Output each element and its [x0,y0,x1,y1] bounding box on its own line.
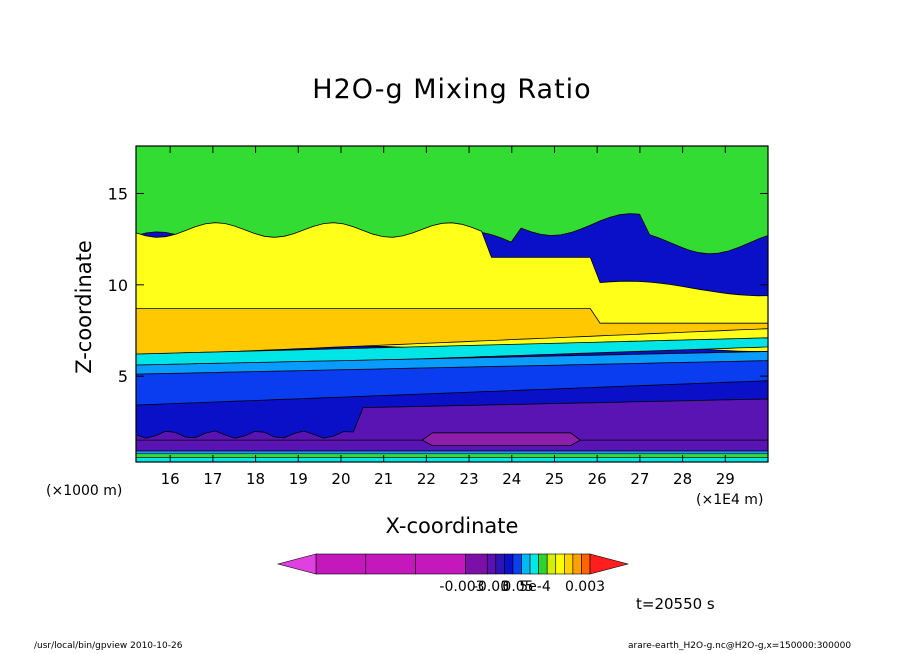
y-axis-label: Z-coordinate [72,240,96,374]
time-label: t=20550 s [636,595,715,613]
y-tick-label: 5 [118,367,128,386]
x-tick-label: 18 [246,470,265,488]
colorbar-swatch [546,553,557,575]
x-tick-label: 20 [331,470,350,488]
colorbar-swatch [486,553,497,575]
colorbar-swatch [555,553,565,575]
x-tick-label: 16 [161,470,180,488]
colorbar-swatch [529,553,539,575]
chart-title: H2O-g Mixing Ratio [312,74,592,105]
colorbar-label: 0.003 [565,579,605,595]
colorbar-label: 0.05 [502,579,533,595]
colorbar-label: -0.00 [473,579,509,595]
colorbar-label: 5e-4 [519,579,551,595]
plot-frame [135,145,769,463]
x-axis-label: X-coordinate [385,514,519,538]
x-tick-label: 24 [502,470,521,488]
colorbar-swatch [564,553,574,575]
footer-program-info: /usr/local/bin/gpview 2010-10-26 [34,641,183,651]
colorbar-over-arrow [589,553,630,575]
colorbar-swatch [521,553,531,575]
x-tick-label: 28 [673,470,692,488]
colorbar-swatch [504,553,514,575]
colorbar-under-arrow [276,553,317,575]
colorbar-swatch [538,553,548,575]
colorbar-swatch [495,553,505,575]
x-tick-label: 19 [289,470,308,488]
colorbar-label: -0.003 [439,579,484,595]
contour-band-purple [136,432,768,446]
colorbar-swatch [581,553,591,575]
surface-band-1 [135,453,769,458]
colorbar-swatch [415,553,466,575]
x-unit-note: (×1E4 m) [696,492,764,508]
colorbar-swatch [572,553,582,575]
x-tick-label: 27 [630,470,649,488]
x-tick-label: 23 [460,470,479,488]
footer-file-info: arare-earth_H2O-g.nc@H2O-g,x=150000:3000… [628,641,852,651]
colorbar-swatch [365,553,416,575]
x-tick-label: 17 [203,470,222,488]
colorbar-swatch [512,553,522,575]
y-unit-note: (×1000 m) [46,483,123,499]
x-tick-label: 29 [716,470,735,488]
colorbar-swatch [315,553,367,575]
x-tick-label: 26 [588,470,607,488]
x-tick-label: 21 [374,470,393,488]
y-tick-label: 15 [108,184,128,203]
surface-band-2 [135,450,769,455]
x-tick-label: 25 [545,470,564,488]
surface-band-0 [135,457,769,463]
colorbar-swatch [465,553,488,575]
x-tick-label: 22 [417,470,436,488]
y-tick-label: 10 [108,276,128,295]
colorbar-label: 3 [501,579,510,595]
